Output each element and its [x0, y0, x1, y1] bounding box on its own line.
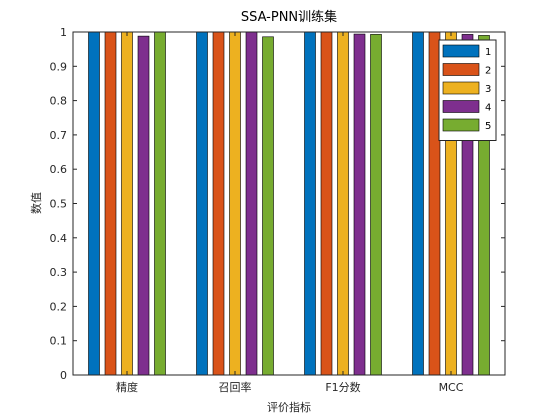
- y-tick-label: 0: [60, 369, 67, 382]
- bar-series-2-cat-2: [212, 31, 225, 376]
- y-tick-label: 0.8: [50, 95, 68, 108]
- y-tick-label: 0.4: [50, 232, 68, 245]
- legend-swatch-1: [442, 44, 480, 58]
- x-tick-label: 精度: [116, 380, 138, 394]
- bar-series-4-cat-3: [353, 33, 366, 376]
- y-tick-label: 0.5: [50, 198, 68, 211]
- x-tick-label: MCC: [439, 381, 464, 394]
- bar-series-3-cat-1: [121, 31, 133, 376]
- bar-series-2-cat-4: [428, 31, 441, 376]
- legend-swatch-3: [442, 81, 480, 95]
- bars-group: [88, 31, 490, 376]
- x-axis-label: 评价指标: [267, 400, 311, 414]
- bar-series-4-cat-2: [245, 31, 258, 376]
- x-tick-label: 召回率: [219, 380, 252, 394]
- legend-swatch-4: [442, 100, 480, 113]
- y-tick-label: 0.6: [50, 163, 68, 176]
- bar-series-2-cat-1: [104, 31, 117, 376]
- y-tick-label: 0.9: [50, 60, 68, 73]
- legend-label-2: 2: [485, 66, 491, 77]
- legend-label-1: 1: [485, 47, 491, 58]
- chart-title: SSA-PNN训练集: [241, 9, 337, 25]
- bar-series-2-cat-3: [320, 31, 333, 376]
- bar-series-1-cat-1: [88, 31, 100, 376]
- bar-series-3-cat-3: [337, 31, 349, 376]
- bar-series-4-cat-1: [137, 35, 150, 376]
- legend-label-5: 5: [485, 121, 491, 132]
- legend-label-3: 3: [485, 84, 491, 95]
- bar-series-3-cat-2: [229, 31, 241, 376]
- bar-series-5-cat-1: [154, 31, 166, 376]
- y-tick-label: 1: [60, 26, 67, 39]
- bar-series-5-cat-2: [262, 36, 274, 376]
- x-tick-label: F1分数: [325, 381, 360, 394]
- y-tick-label: 0.7: [50, 129, 68, 142]
- y-tick-label: 0.2: [50, 300, 68, 313]
- y-tick-label: 0.1: [50, 335, 68, 348]
- bar-series-1-cat-4: [412, 31, 424, 376]
- legend-label-4: 4: [485, 103, 491, 114]
- bar-series-5-cat-3: [370, 34, 382, 376]
- legend: 1 2 3 4 5: [438, 39, 497, 141]
- y-tick-label: 0.3: [50, 266, 68, 279]
- legend-swatch-5: [442, 118, 480, 132]
- legend-swatch-2: [442, 63, 480, 76]
- y-axis-label: 数值: [30, 192, 43, 214]
- bar-series-1-cat-2: [196, 31, 208, 376]
- axes-group: 精度 召回率 F1分数 MCC 0 0.1 0.2 0.3 0.4 0.5 0.6 0.7 0.8 0.9…: [50, 26, 505, 394]
- bar-series-1-cat-3: [304, 31, 316, 376]
